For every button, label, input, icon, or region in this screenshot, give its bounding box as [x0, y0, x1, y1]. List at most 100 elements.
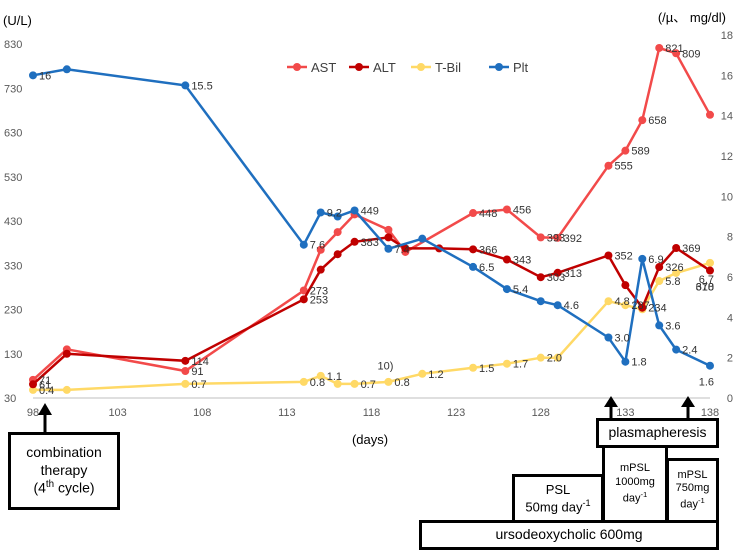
data-point-t-bil [655, 277, 664, 286]
data-label-alt: 343 [513, 254, 531, 266]
data-label-plt: 6.9 [648, 254, 663, 266]
combination-therapy-box: combination therapy (4th cycle) [8, 432, 120, 510]
data-label-ast: 448 [479, 208, 497, 220]
data-point-alt [638, 303, 647, 312]
data-label-ast: 91 [191, 366, 203, 378]
data-label-t-bil: 1.5 [479, 363, 494, 375]
data-point-plt [672, 345, 681, 354]
x-tick-label: 103 [108, 407, 126, 419]
data-point-alt [333, 250, 342, 259]
data-point-plt [333, 212, 342, 221]
data-point-ast [672, 49, 681, 58]
x-tick-label: 98 [27, 407, 39, 419]
data-label-alt: 303 [547, 272, 565, 284]
data-point-plt [604, 333, 613, 342]
data-label-alt: 318 [696, 282, 714, 294]
data-point-ast [333, 228, 342, 237]
right-tick-label: 10 [721, 191, 733, 203]
data-point-alt [553, 268, 562, 277]
data-point-t-bil [29, 385, 37, 394]
data-point-t-bil [350, 379, 359, 388]
data-label-alt: 114 [191, 356, 209, 368]
legend-marker [495, 63, 503, 71]
data-point-ast [316, 245, 325, 254]
data-point-alt [401, 244, 410, 253]
data-label-ast: 589 [631, 146, 649, 158]
data-label-alt: 313 [564, 268, 582, 280]
x-tick-label: 118 [363, 407, 381, 419]
data-point-alt [604, 251, 613, 260]
data-point-plt [181, 81, 190, 90]
data-point-alt [62, 349, 71, 358]
data-label-t-bil: 0.8 [310, 377, 325, 389]
data-label-plt: 2.4 [682, 345, 697, 357]
data-point-plt [536, 297, 545, 306]
data-point-t-bil [706, 258, 714, 267]
right-axis-unit: (/µ、 mg/dl) [658, 10, 726, 25]
data-point-alt [536, 273, 545, 282]
data-point-plt [502, 285, 511, 294]
combination-line1: combination [26, 444, 102, 461]
x-tick-label: 123 [447, 407, 465, 419]
data-point-t-bil [62, 385, 71, 394]
data-label-t-bil: 0.8 [394, 377, 409, 389]
data-point-ast [655, 43, 664, 52]
data-label-alt: 366 [479, 244, 497, 256]
left-axis-ticks: 30 130 230 330 430 530 630 730 830 [4, 39, 22, 405]
data-point-t-bil [181, 379, 190, 388]
right-tick-label: 2 [727, 353, 733, 365]
data-point-alt [655, 263, 664, 272]
steroid-arrow [681, 396, 695, 418]
right-tick-label: 6 [727, 272, 733, 284]
data-point-plt [638, 254, 647, 263]
data-point-alt [299, 295, 308, 304]
data-point-alt [29, 380, 37, 389]
data-point-ast [299, 286, 308, 295]
data-label-t-bil: 0.4 [39, 385, 54, 397]
data-label-plt: 7.4 [394, 244, 409, 256]
data-point-t-bil [316, 371, 325, 380]
series-lines [29, 43, 714, 394]
data-label-ast: 555 [614, 161, 632, 173]
data-point-t-bil [604, 297, 613, 306]
data-point-plt [621, 357, 630, 366]
data-point-plt [29, 71, 37, 80]
data-label-t-bil: 1.7 [513, 359, 528, 371]
right-tick-label: 4 [727, 312, 733, 324]
data-point-alt [706, 266, 714, 275]
data-point-t-bil [418, 369, 427, 378]
data-point-ast [536, 233, 545, 242]
series-line-plt [32, 68, 711, 367]
data-point-ast [621, 146, 630, 155]
data-point-ast [638, 116, 647, 125]
data-label-ast: 456 [513, 204, 531, 216]
legend-label: T-Bil [435, 60, 461, 75]
data-point-ast [706, 110, 714, 119]
data-point-alt [672, 243, 681, 252]
left-tick-label: 30 [4, 393, 16, 405]
data-label-plt: 3.6 [665, 320, 680, 332]
x-tick-label: 108 [193, 407, 211, 419]
data-label-ast: 71 [39, 375, 51, 387]
legend-label: AST [311, 60, 336, 75]
data-point-plt [706, 361, 714, 370]
right-tick-label: 0 [727, 393, 733, 405]
x-tick-label: 138 [701, 407, 719, 419]
data-label-alt: 670 [696, 282, 714, 294]
ursodeoxycholic-box: ursodeoxycholic 600mg [419, 520, 719, 550]
left-tick-label: 430 [4, 216, 22, 228]
data-label-t-bil: 2.0 [547, 353, 562, 365]
data-point-plt [299, 240, 308, 249]
data-point-t-bil [502, 359, 511, 368]
data-label-alt: 326 [665, 262, 683, 274]
data-label-plt: 15.5 [191, 80, 212, 92]
data-label-alt: 383 [361, 237, 379, 249]
data-label-plt: 6.5 [479, 262, 494, 274]
x-tick-label: 133 [616, 407, 634, 419]
x-axis-title: (days) [352, 432, 388, 447]
data-label-plt: 3.0 [614, 333, 629, 345]
data-label-t-bil: 287 [631, 300, 649, 312]
data-point-alt [384, 233, 393, 242]
data-point-plt [384, 244, 393, 253]
